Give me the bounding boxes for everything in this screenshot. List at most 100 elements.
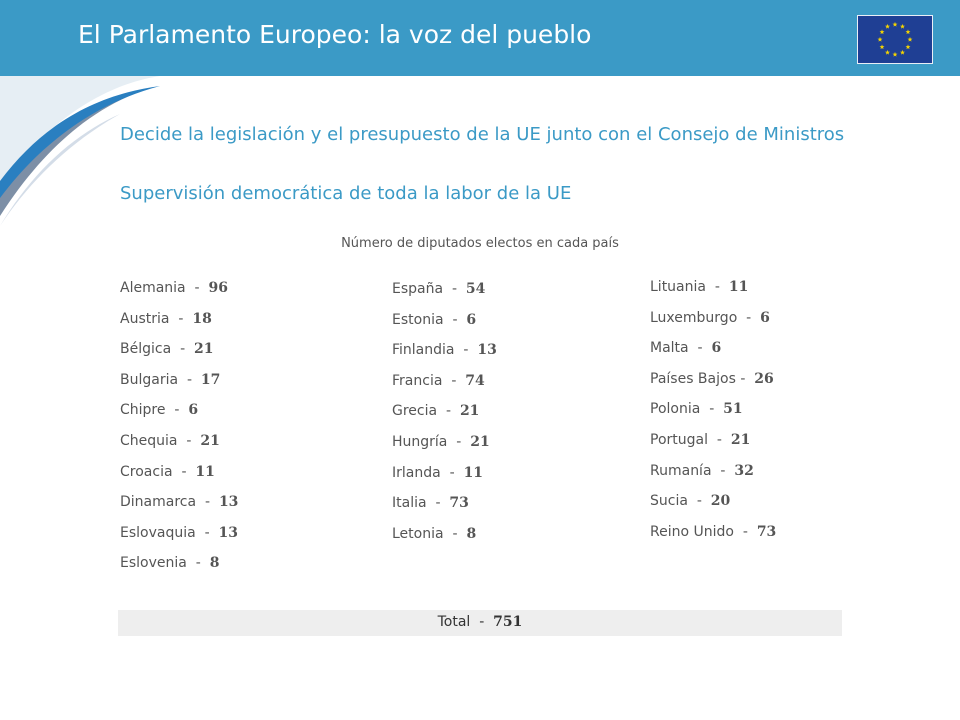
separator: - <box>426 495 450 512</box>
seat-count: 96 <box>208 280 228 296</box>
separator: - <box>443 281 466 297</box>
star-icon <box>879 44 885 50</box>
country-name: Bélgica <box>120 341 172 358</box>
seat-count: 18 <box>192 310 212 327</box>
seat-count: 21 <box>459 403 480 420</box>
star-icon <box>907 36 913 42</box>
country-name: Países Bajos <box>650 370 736 387</box>
country-name: Rumanía <box>650 462 712 479</box>
decorative-swoosh <box>0 76 160 226</box>
country-row: Alemania - 96 <box>120 278 238 309</box>
seat-count: 17 <box>200 371 221 388</box>
country-row: Grecia - 21 <box>392 401 497 432</box>
country-row: Eslovaquia - 13 <box>120 523 238 554</box>
total-separator: - <box>470 614 494 630</box>
country-name: Irlanda <box>392 464 441 481</box>
separator: - <box>165 402 189 419</box>
country-row: Austria - 18 <box>120 309 238 340</box>
separator: - <box>178 371 201 388</box>
separator: - <box>733 523 757 540</box>
separator: - <box>735 370 755 387</box>
country-row: Eslovenia - 8 <box>120 553 238 584</box>
seat-count: 13 <box>218 494 239 511</box>
table-caption: Número de diputados electos en cada país <box>341 236 619 251</box>
seat-count: 26 <box>754 370 774 387</box>
country-row: España - 54 <box>392 279 497 310</box>
eu-flag-icon <box>857 15 933 64</box>
country-name: Polonia <box>650 401 701 418</box>
country-row: Polonia - 51 <box>650 399 776 430</box>
star-icon <box>892 51 898 57</box>
country-row: Países Bajos - 26 <box>650 369 776 400</box>
seat-count: 6 <box>711 340 722 357</box>
separator: - <box>186 555 210 572</box>
separator: - <box>707 431 731 448</box>
country-row: Chipre - 6 <box>120 400 238 431</box>
country-row: Bulgaria - 17 <box>120 370 238 401</box>
separator: - <box>171 341 195 358</box>
seat-count: 51 <box>723 401 743 418</box>
seat-count: 73 <box>449 495 469 512</box>
country-row: Dinamarca - 13 <box>120 492 238 523</box>
country-name: Grecia <box>392 403 438 420</box>
separator: - <box>454 342 478 359</box>
country-row: Italia - 73 <box>392 493 497 524</box>
country-column-3: Lituania - 11 Luxemburgo - 6 Malta - 6 País… <box>650 277 776 552</box>
seat-count: 74 <box>465 372 485 389</box>
seat-count: 13 <box>477 342 497 359</box>
country-name: Eslovenia <box>120 555 187 572</box>
separator: - <box>688 340 712 357</box>
seat-count: 11 <box>463 464 484 481</box>
country-row: Hungría - 21 <box>392 432 497 463</box>
total-label: Total <box>437 614 471 630</box>
total-value: 751 <box>493 614 523 630</box>
country-name: Portugal <box>650 431 708 448</box>
separator: - <box>169 310 193 327</box>
seat-count: 21 <box>730 431 751 448</box>
seat-count: 21 <box>194 341 214 358</box>
separator: - <box>195 524 219 541</box>
seat-count: 21 <box>470 433 490 450</box>
eu-flag-stars <box>877 21 913 57</box>
star-icon <box>877 36 883 42</box>
country-name: España <box>392 281 444 297</box>
star-icon <box>905 44 911 50</box>
star-icon <box>905 29 911 35</box>
seat-count: 8 <box>466 525 477 542</box>
country-name: Austria <box>120 310 170 327</box>
country-column-1: Alemania - 96 Austria - 18 Bélgica - 21 Bul… <box>120 278 238 584</box>
country-name: Chequia <box>120 432 178 449</box>
seat-count: 20 <box>710 493 731 510</box>
country-name: Lituania <box>650 279 706 295</box>
star-icon <box>892 21 898 27</box>
separator: - <box>172 463 196 480</box>
seat-count: 13 <box>218 524 239 541</box>
country-row: Luxemburgo - 6 <box>650 308 776 339</box>
country-name: Bulgaria <box>120 371 179 388</box>
star-icon <box>900 23 905 29</box>
star-icon <box>885 49 890 55</box>
country-name: Letonia <box>392 525 444 542</box>
separator: - <box>442 372 466 389</box>
seat-count: 6 <box>466 311 477 328</box>
seat-count: 11 <box>728 279 749 295</box>
separator: - <box>443 311 467 328</box>
bullet-supervision: Supervisión democrática de toda la labor… <box>120 183 572 204</box>
seat-count: 21 <box>200 432 220 449</box>
country-row: Lituania - 11 <box>650 277 776 308</box>
star-icon <box>900 49 905 55</box>
separator: - <box>705 279 729 295</box>
header-bar: El Parlamento Europeo: la voz del pueblo <box>0 0 960 76</box>
star-icon <box>879 29 885 35</box>
separator: - <box>443 525 467 542</box>
separator: - <box>711 462 735 479</box>
seat-count: 6 <box>760 309 770 326</box>
country-row: Letonia - 8 <box>392 524 497 555</box>
seat-count: 8 <box>209 555 220 572</box>
country-name: Italia <box>392 495 427 512</box>
country-row: Bélgica - 21 <box>120 339 238 370</box>
separator: - <box>687 493 711 510</box>
country-row: Francia - 74 <box>392 371 497 402</box>
country-row: Rumanía - 32 <box>650 461 776 492</box>
country-row: Croacia - 11 <box>120 462 238 493</box>
